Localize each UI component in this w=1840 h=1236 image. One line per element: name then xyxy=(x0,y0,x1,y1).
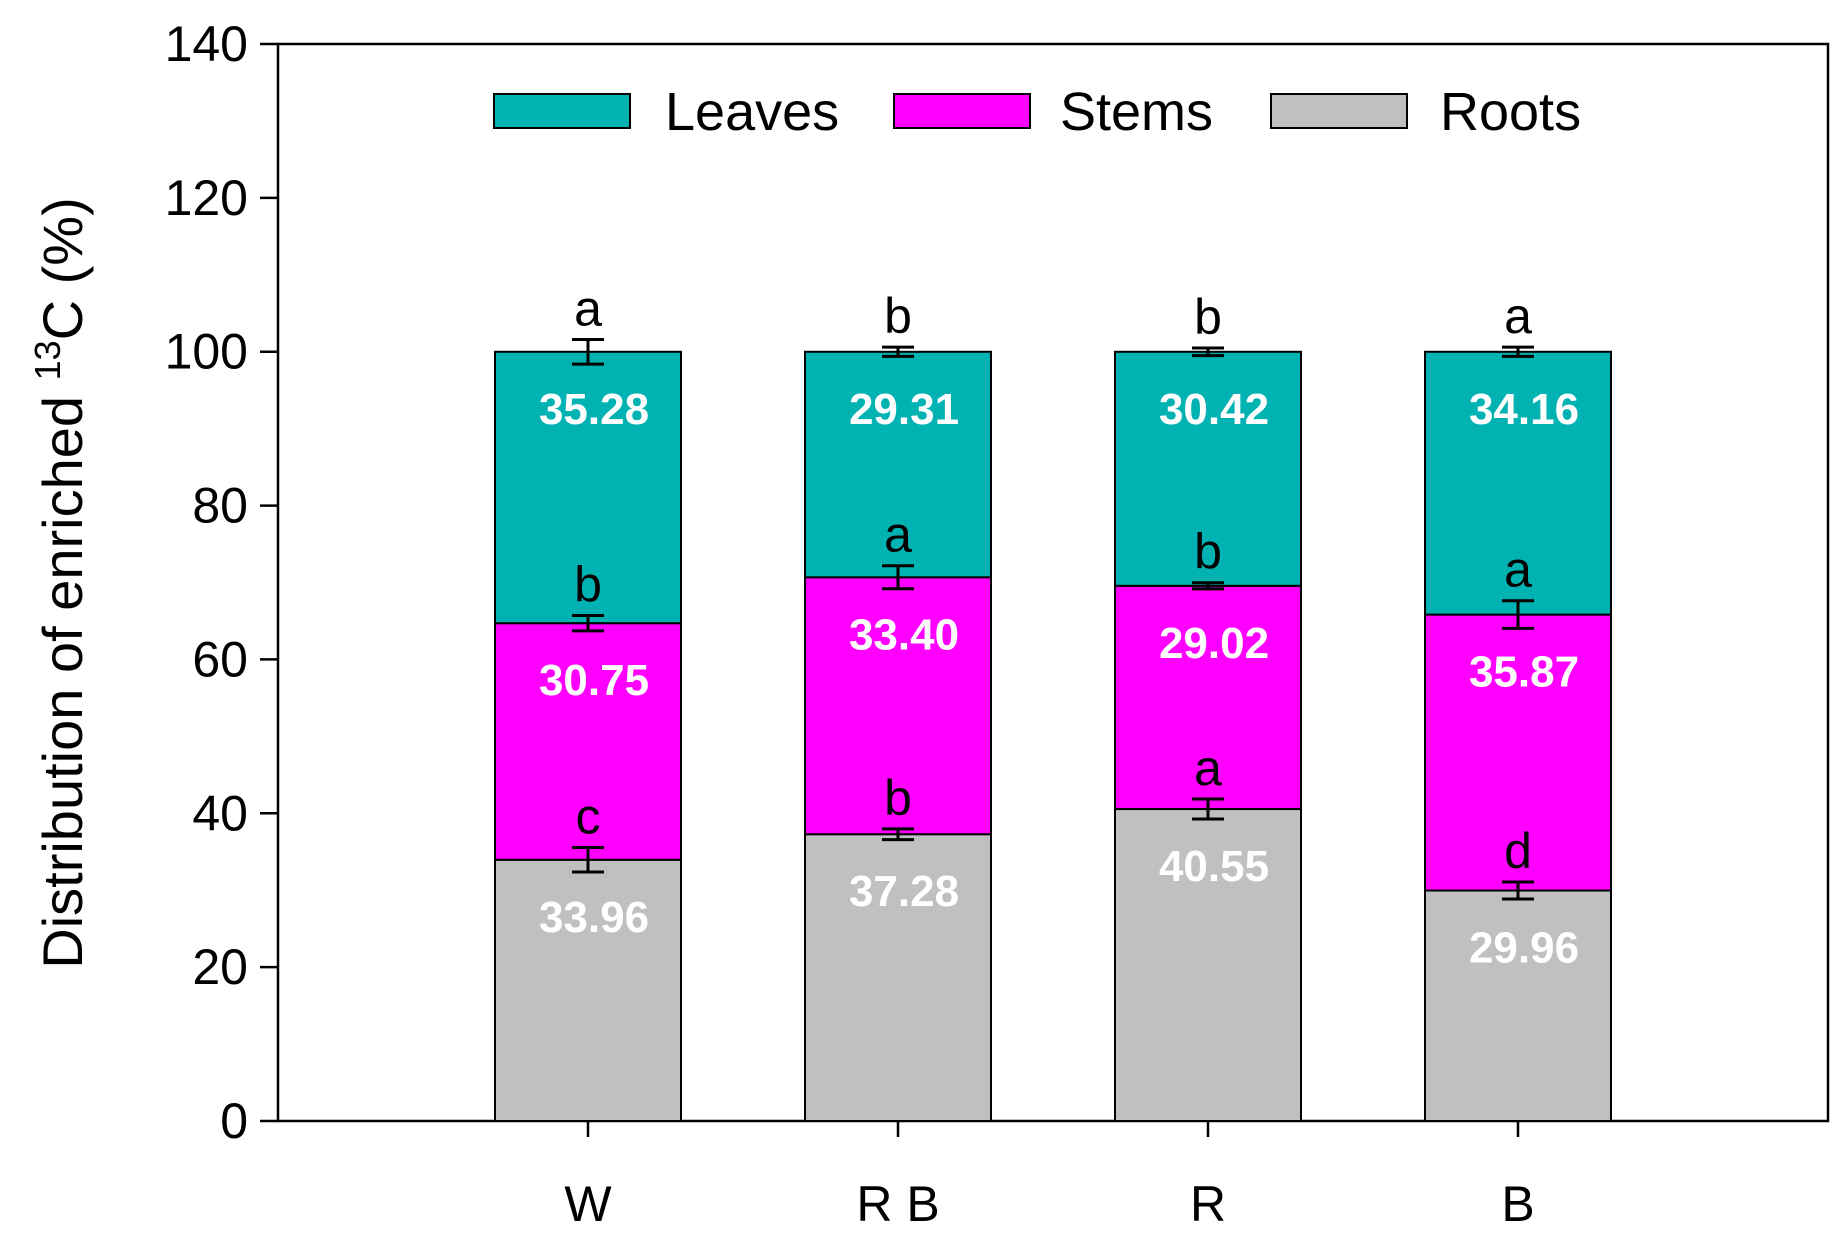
errorbars-layer xyxy=(572,337,1534,901)
significance-letter-r-b-leaves: b xyxy=(884,288,912,344)
y-tick-label-0: 0 xyxy=(220,1093,248,1149)
bar-r-b-leaves xyxy=(804,350,992,579)
y-tick-label-100: 100 xyxy=(165,324,248,380)
y-tick-label-60: 60 xyxy=(192,631,248,687)
x-tick-label-r: R xyxy=(1190,1176,1226,1232)
y-axis-label: Distribution of enriched 13C (%) xyxy=(27,197,94,968)
error-bar-w-roots xyxy=(572,845,604,874)
bar-r-roots xyxy=(1114,808,1302,1122)
legend-swatch-leaves xyxy=(493,93,631,129)
legend-label-stems: Stems xyxy=(1060,82,1213,142)
legend: Leaves Stems Roots xyxy=(493,82,1581,142)
value-label-r-b-leaves: 29.31 xyxy=(849,385,959,434)
value-label-b-stems: 35.87 xyxy=(1469,648,1579,697)
value-label-w-roots: 33.96 xyxy=(539,893,649,942)
y-axis-label-superscript: 13 xyxy=(27,340,68,380)
significance-letter-r-b-stems: a xyxy=(884,507,912,563)
significance-letter-w-roots: c xyxy=(576,788,601,844)
significance-letter-r-roots: a xyxy=(1194,740,1222,796)
error-bar-r-b-roots xyxy=(882,827,914,842)
significance-letter-b-roots: d xyxy=(1504,823,1532,879)
significance-letter-r-b-roots: b xyxy=(884,770,912,826)
axis-layer: W R B R B 0 20 40 60 80 100 120 140 xyxy=(165,16,1535,1232)
significance-letter-r-stems: b xyxy=(1194,524,1222,580)
y-tick-label-140: 140 xyxy=(165,16,248,72)
significance-letter-b-stems: a xyxy=(1504,542,1532,598)
error-bar-r-b-stems xyxy=(882,564,914,591)
bar-r-stems xyxy=(1114,584,1302,811)
labels-layer: 33.96 c 30.75 b 35.28 a 37.28 b 33.40 a 29.31 b 40.5… xyxy=(539,280,1579,972)
error-bar-r-leaves xyxy=(1192,346,1224,358)
legend-label-roots: Roots xyxy=(1440,82,1581,142)
error-bar-b-leaves xyxy=(1502,345,1534,358)
value-label-r-b-stems: 33.40 xyxy=(849,610,959,659)
y-axis-label-main: Distribution of enriched xyxy=(31,380,94,968)
legend-label-leaves: Leaves xyxy=(665,82,839,142)
y-tick-label-40: 40 xyxy=(192,785,248,841)
value-label-r-b-roots: 37.28 xyxy=(849,867,959,916)
bar-r-b-roots xyxy=(804,833,992,1122)
x-tick-label-b: B xyxy=(1501,1176,1534,1232)
legend-swatch-stems xyxy=(893,93,1031,129)
significance-letter-w-leaves: a xyxy=(574,280,602,336)
legend-swatch-roots xyxy=(1270,93,1408,129)
error-bar-r-stems xyxy=(1192,581,1224,591)
y-tick-label-120: 120 xyxy=(165,170,248,226)
error-bar-w-leaves xyxy=(572,337,604,366)
value-label-b-leaves: 34.16 xyxy=(1469,385,1579,434)
bar-b-leaves xyxy=(1424,350,1612,616)
value-label-b-roots: 29.96 xyxy=(1469,924,1579,973)
significance-letter-w-stems: b xyxy=(574,557,602,613)
y-tick-label-80: 80 xyxy=(192,478,248,534)
significance-letter-b-leaves: a xyxy=(1504,288,1532,344)
error-bar-w-stems xyxy=(572,614,604,633)
value-label-w-leaves: 35.28 xyxy=(539,385,649,434)
value-label-r-leaves: 30.42 xyxy=(1159,385,1269,434)
error-bar-r-roots xyxy=(1192,797,1224,821)
error-bar-b-stems xyxy=(1502,599,1534,630)
bar-w-stems xyxy=(494,622,682,861)
error-bar-b-roots xyxy=(1502,880,1534,901)
value-label-r-stems: 29.02 xyxy=(1159,619,1269,668)
bar-r-leaves xyxy=(1114,350,1302,587)
bar-b-roots xyxy=(1424,889,1612,1122)
x-tick-label-w: W xyxy=(564,1176,612,1232)
value-label-w-stems: 30.75 xyxy=(539,656,649,705)
x-tick-label-r-b: R B xyxy=(856,1176,939,1232)
y-tick-label-20: 20 xyxy=(192,939,248,995)
significance-letter-r-leaves: b xyxy=(1194,289,1222,345)
plot-frame xyxy=(276,42,1830,1123)
bars-layer xyxy=(494,350,1612,1122)
error-bar-r-b-leaves xyxy=(882,345,914,358)
y-axis-label-suffix: C (%) xyxy=(31,197,94,340)
bar-b-stems xyxy=(1424,613,1612,892)
value-label-r-roots: 40.55 xyxy=(1159,842,1269,891)
